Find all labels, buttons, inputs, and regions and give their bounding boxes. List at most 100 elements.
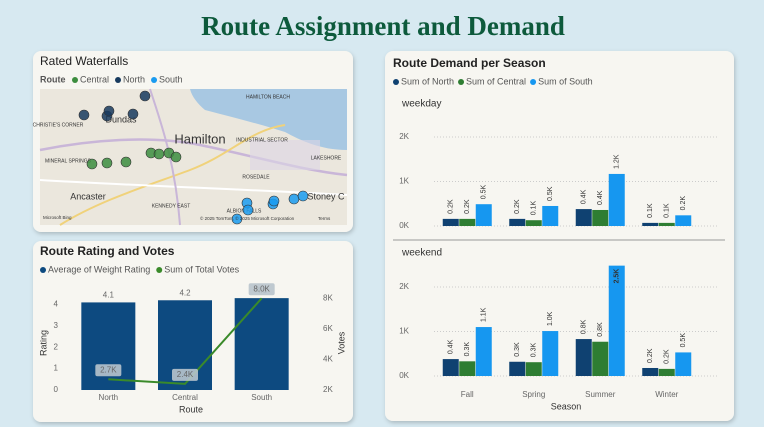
y-tick-label: 2K	[399, 282, 409, 291]
waterfall-point	[103, 105, 115, 117]
map-label: Hamilton	[174, 131, 225, 146]
legend-label: Sum of North	[401, 76, 454, 86]
map-terms[interactable]: Terms	[318, 216, 331, 221]
data-label: 0.5K	[481, 184, 488, 199]
data-label: 0.8K	[597, 322, 604, 337]
data-label-box	[95, 364, 122, 377]
map-label: Dundas	[105, 114, 137, 124]
data-label-box	[172, 368, 198, 381]
bar	[459, 361, 476, 376]
bar	[81, 302, 136, 390]
map[interactable]	[39, 88, 348, 226]
data-label: 1.1K	[481, 307, 488, 322]
y-tick-label: 3	[54, 321, 59, 330]
x-tick-label: Winter	[655, 390, 678, 399]
y-tick-label: 1	[54, 364, 59, 373]
x-tick-label: Central	[172, 393, 198, 402]
y-tick-label: 1K	[399, 177, 409, 186]
waterfall-point	[297, 190, 309, 202]
legend-marker	[115, 77, 122, 83]
y2-tick-label: 8K	[323, 293, 333, 302]
map-label: CHRISTIE'S CORNER	[33, 122, 84, 128]
panel-title: Rated Waterfalls	[40, 54, 128, 68]
waterfall-point	[127, 108, 139, 120]
data-label: 0.3K	[531, 342, 538, 357]
demand-panel	[385, 51, 734, 421]
y-tick-label: 2K	[399, 132, 409, 141]
panel-title: Route Demand per Season	[393, 56, 546, 70]
bar	[658, 222, 675, 226]
bar	[459, 218, 476, 226]
waterfall-point	[120, 156, 132, 168]
y-tick-label: 0K	[399, 371, 409, 380]
bar	[509, 218, 526, 226]
legend-marker	[40, 267, 46, 273]
y2-tick-label: 2K	[323, 385, 333, 394]
bar	[642, 367, 659, 376]
map-label: INDUSTRIAL SECTOR	[236, 137, 288, 143]
data-label: 0.2K	[464, 199, 471, 214]
map-label: HAMILTON BEACH	[246, 94, 290, 100]
y-tick-label: 0	[54, 385, 59, 394]
data-label: 1.0K	[547, 311, 554, 326]
legend-marker	[72, 77, 78, 83]
waterfall-point	[78, 109, 90, 121]
waterfall-point	[288, 193, 300, 205]
data-label: 8.0K	[253, 284, 270, 293]
bar	[592, 209, 609, 226]
legend-marker	[156, 267, 163, 273]
bar	[234, 298, 289, 390]
charts: Rated Waterfalls Route Central North South HA…	[33, 54, 725, 414]
panel-title: Route Rating and Votes	[40, 244, 175, 258]
data-label: 0.4K	[581, 189, 588, 204]
x-tick-label: South	[251, 393, 272, 402]
legend-marker	[151, 77, 158, 83]
x-axis-title: Route	[179, 404, 203, 414]
legend-label: North	[123, 74, 145, 84]
bar	[542, 331, 559, 376]
data-label: 0.4K	[448, 339, 455, 354]
legend-label: Sum of Central	[466, 76, 526, 86]
data-label: 0.5K	[680, 333, 687, 348]
legend-marker	[458, 79, 465, 85]
bar	[542, 205, 559, 226]
waterfall-point	[86, 158, 98, 170]
bar	[475, 327, 492, 376]
bar	[608, 173, 625, 226]
waterfall-point	[170, 151, 182, 163]
map-label: MINERAL SPRINGS	[45, 158, 92, 164]
data-label: 0.1K	[664, 203, 671, 218]
bar	[658, 368, 675, 376]
map-label: Stoney C	[307, 191, 345, 201]
legend-marker	[393, 79, 399, 85]
legend-label: Sum of Total Votes	[164, 264, 239, 274]
y2-axis-title: Votes	[336, 331, 346, 354]
y-axis-title: Rating	[38, 330, 48, 356]
data-label: 1.2K	[614, 154, 621, 169]
legend-label: Average of Weight Rating	[48, 264, 150, 274]
x-axis-title: Season	[551, 401, 582, 411]
bar	[675, 215, 692, 226]
data-label: 2.7K	[100, 365, 117, 374]
data-label: 0.3K	[514, 342, 521, 357]
data-label: 0.2K	[647, 348, 654, 363]
bar	[575, 339, 592, 376]
legend-marker	[530, 79, 537, 85]
legend-title: Route	[40, 74, 66, 84]
waterfall-point	[101, 157, 113, 169]
data-label: 0.2K	[514, 199, 521, 214]
map-attribution: © 2025 TomTom, © 2025 Microsoft Corporat…	[200, 215, 295, 221]
map-water	[190, 89, 347, 150]
y-tick-label: 0K	[399, 221, 409, 230]
x-tick-label: Spring	[522, 390, 545, 399]
bar	[642, 222, 659, 226]
data-label: 0.3K	[464, 342, 471, 357]
data-label: 4.1	[103, 291, 115, 300]
data-label-box	[248, 283, 275, 296]
bar	[525, 220, 542, 226]
page-title: Route Assignment and Demand	[201, 11, 565, 41]
bar	[675, 352, 692, 376]
legend-label: South	[159, 74, 183, 84]
y-tick-label: 1K	[399, 327, 409, 336]
